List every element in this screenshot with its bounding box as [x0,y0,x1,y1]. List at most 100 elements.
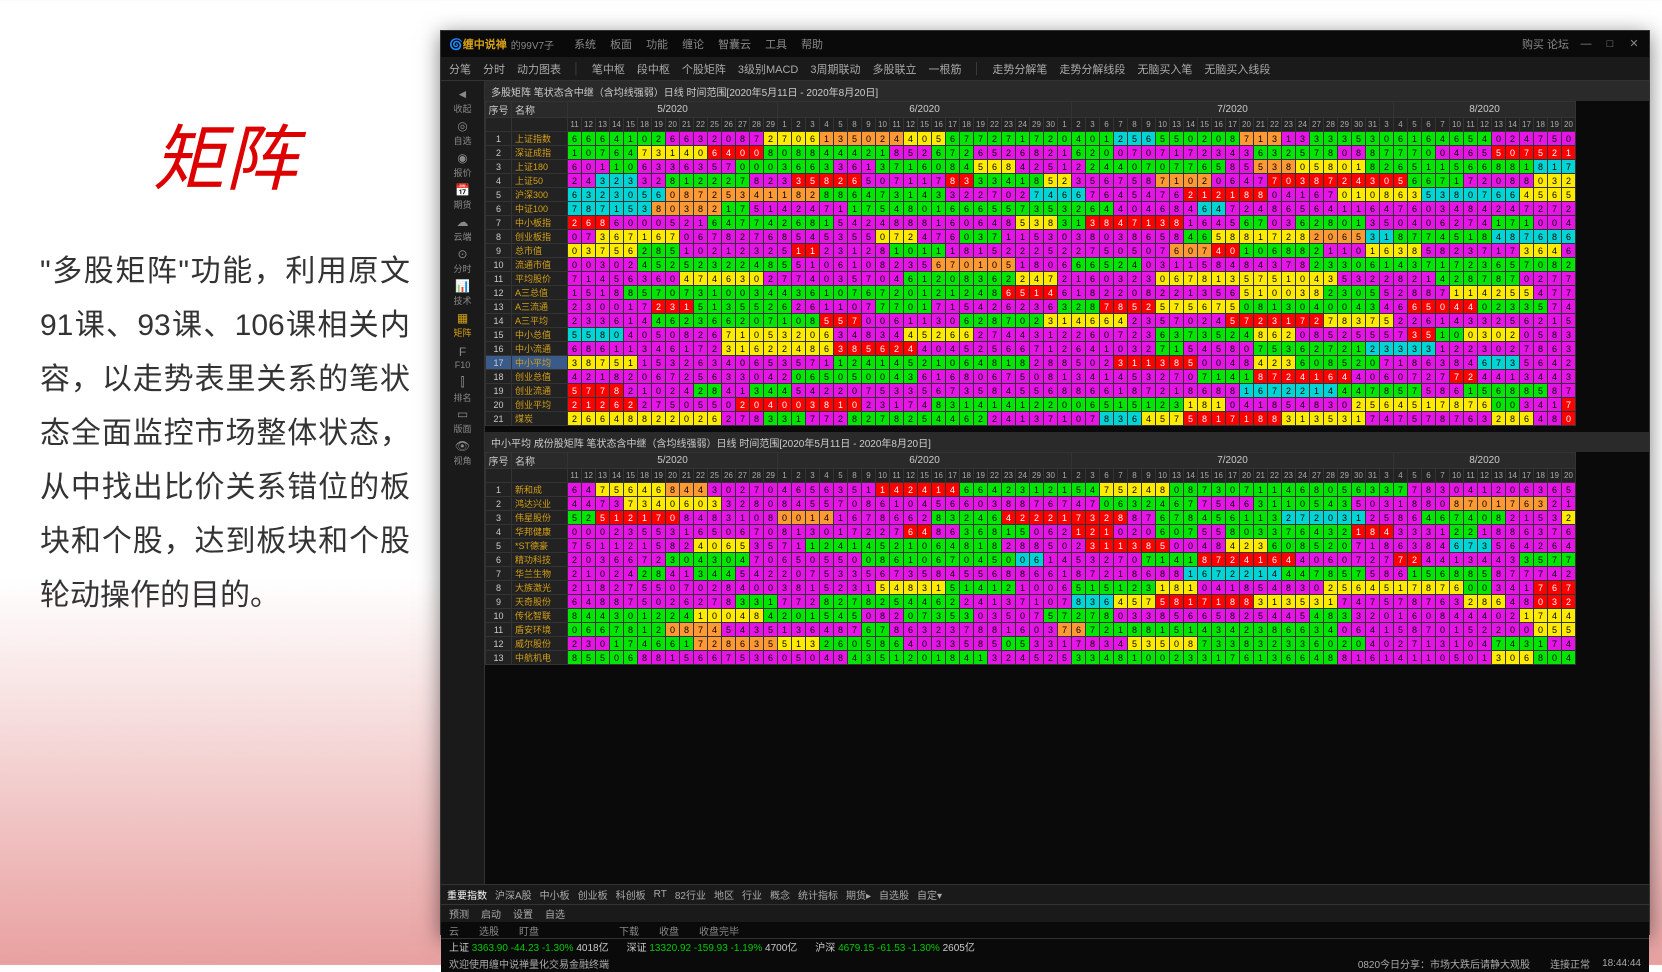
matrix-cell[interactable]: 4 [848,146,862,160]
matrix-cell[interactable]: 0 [722,553,736,567]
matrix-cell[interactable]: 6 [1492,384,1506,398]
matrix-cell[interactable]: 8 [1100,216,1114,230]
matrix-cell[interactable]: 2 [638,398,652,412]
matrix-cell[interactable]: 1 [1114,539,1128,553]
matrix-cell[interactable]: 5 [778,244,792,258]
matrix-cell[interactable]: 3 [666,356,680,370]
matrix-cell[interactable]: 3 [1324,398,1338,412]
matrix-cell[interactable]: 3 [1562,370,1576,384]
matrix-cell[interactable]: 6 [1520,651,1534,665]
matrix-cell[interactable]: 0 [1282,174,1296,188]
matrix-cell[interactable]: 7 [680,581,694,595]
matrix-cell[interactable]: 3 [1478,342,1492,356]
matrix-cell[interactable]: 0 [680,553,694,567]
matrix-cell[interactable]: 5 [652,328,666,342]
menu-item[interactable]: 工具 [765,36,787,52]
matrix-cell[interactable]: 2 [1002,651,1016,665]
matrix-cell[interactable]: 1 [988,595,1002,609]
matrix-cell[interactable]: 0 [722,398,736,412]
matrix-cell[interactable]: 7 [862,511,876,525]
matrix-cell[interactable]: 5 [1156,637,1170,651]
matrix-cell[interactable]: 0 [792,398,806,412]
matrix-cell[interactable]: 8 [876,258,890,272]
matrix-cell[interactable]: 3 [596,174,610,188]
matrix-cell[interactable]: 6 [1408,174,1422,188]
matrix-cell[interactable]: 8 [1394,511,1408,525]
matrix-cell[interactable]: 5 [568,511,582,525]
matrix-cell[interactable]: 8 [1002,567,1016,581]
matrix-cell[interactable]: 3 [722,511,736,525]
matrix-cell[interactable]: 6 [1352,581,1366,595]
matrix-cell[interactable]: 3 [1058,202,1072,216]
matrix-cell[interactable]: 7 [1156,188,1170,202]
matrix-cell[interactable]: 8 [1184,511,1198,525]
matrix-cell[interactable]: 1 [1170,174,1184,188]
matrix-cell[interactable]: 6 [1548,539,1562,553]
matrix-cell[interactable]: 8 [1142,623,1156,637]
matrix-row[interactable]: 15中小总值5580405082671053206348344526627443… [486,328,1576,342]
matrix-cell[interactable]: 3 [1562,328,1576,342]
matrix-cell[interactable]: 8 [1128,511,1142,525]
matrix-cell[interactable]: 4 [1464,609,1478,623]
matrix-cell[interactable]: 3 [1478,539,1492,553]
matrix-cell[interactable]: 6 [708,412,722,426]
matrix-cell[interactable]: 8 [1534,160,1548,174]
matrix-cell[interactable]: 7 [1380,356,1394,370]
matrix-cell[interactable]: 0 [1464,651,1478,665]
toolbar-item[interactable]: 一根筋 [929,61,962,77]
matrix-cell[interactable]: 4 [890,370,904,384]
matrix-cell[interactable]: 3 [1128,609,1142,623]
matrix-cell[interactable]: 5 [1254,609,1268,623]
matrix-cell[interactable]: 8 [792,581,806,595]
matrix-cell[interactable]: 4 [694,539,708,553]
matrix-cell[interactable]: 5 [1492,539,1506,553]
matrix-cell[interactable]: 1 [568,146,582,160]
matrix-cell[interactable]: 6 [848,174,862,188]
matrix-cell[interactable]: 6 [708,314,722,328]
matrix-cell[interactable]: 6 [960,328,974,342]
matrix-cell[interactable]: 1 [624,342,638,356]
matrix-cell[interactable]: 2 [694,595,708,609]
matrix-cell[interactable]: 4 [1520,188,1534,202]
matrix-cell[interactable]: 2 [568,398,582,412]
matrix-cell[interactable]: 1 [876,356,890,370]
matrix-cell[interactable]: 0 [1366,370,1380,384]
matrix-cell[interactable]: 0 [750,328,764,342]
matrix-cell[interactable]: 3 [1324,272,1338,286]
matrix-cell[interactable]: 4 [890,356,904,370]
matrix-cell[interactable]: 3 [596,553,610,567]
matrix-cell[interactable]: 5 [848,272,862,286]
matrix-cell[interactable]: 4 [1506,595,1520,609]
matrix-cell[interactable]: 1 [1548,160,1562,174]
matrix-cell[interactable]: 7 [876,623,890,637]
matrix-cell[interactable]: 4 [638,258,652,272]
matrix-cell[interactable]: 4 [792,342,806,356]
matrix-cell[interactable]: 1 [904,188,918,202]
matrix-cell[interactable]: 0 [1002,637,1016,651]
matrix-cell[interactable]: 0 [1002,188,1016,202]
matrix-cell[interactable]: 0 [960,216,974,230]
matrix-cell[interactable]: 2 [862,244,876,258]
matrix-cell[interactable]: 6 [1072,146,1086,160]
matrix-cell[interactable]: 0 [1338,398,1352,412]
matrix-cell[interactable]: 1 [1142,216,1156,230]
matrix-cell[interactable]: 0 [1114,342,1128,356]
matrix-cell[interactable]: 6 [1058,188,1072,202]
matrix-cell[interactable]: 1 [1142,398,1156,412]
matrix-cell[interactable]: 8 [932,511,946,525]
matrix-cell[interactable]: 1 [792,244,806,258]
matrix-cell[interactable]: 3 [1268,160,1282,174]
matrix-cell[interactable]: 4 [1310,272,1324,286]
matrix-cell[interactable]: 1 [904,160,918,174]
matrix-cell[interactable]: 2 [708,581,722,595]
matrix-cell[interactable]: 3 [1464,314,1478,328]
matrix-cell[interactable]: 2 [1338,328,1352,342]
matrix-cell[interactable]: 3 [1548,595,1562,609]
matrix-cell[interactable]: 2 [778,342,792,356]
matrix-cell[interactable]: 4 [1548,567,1562,581]
matrix-cell[interactable]: 6 [848,160,862,174]
matrix-cell[interactable]: 4 [890,483,904,497]
matrix-cell[interactable]: 8 [792,188,806,202]
tab[interactable]: 自选股 [879,887,909,902]
matrix-cell[interactable]: 3 [974,174,988,188]
